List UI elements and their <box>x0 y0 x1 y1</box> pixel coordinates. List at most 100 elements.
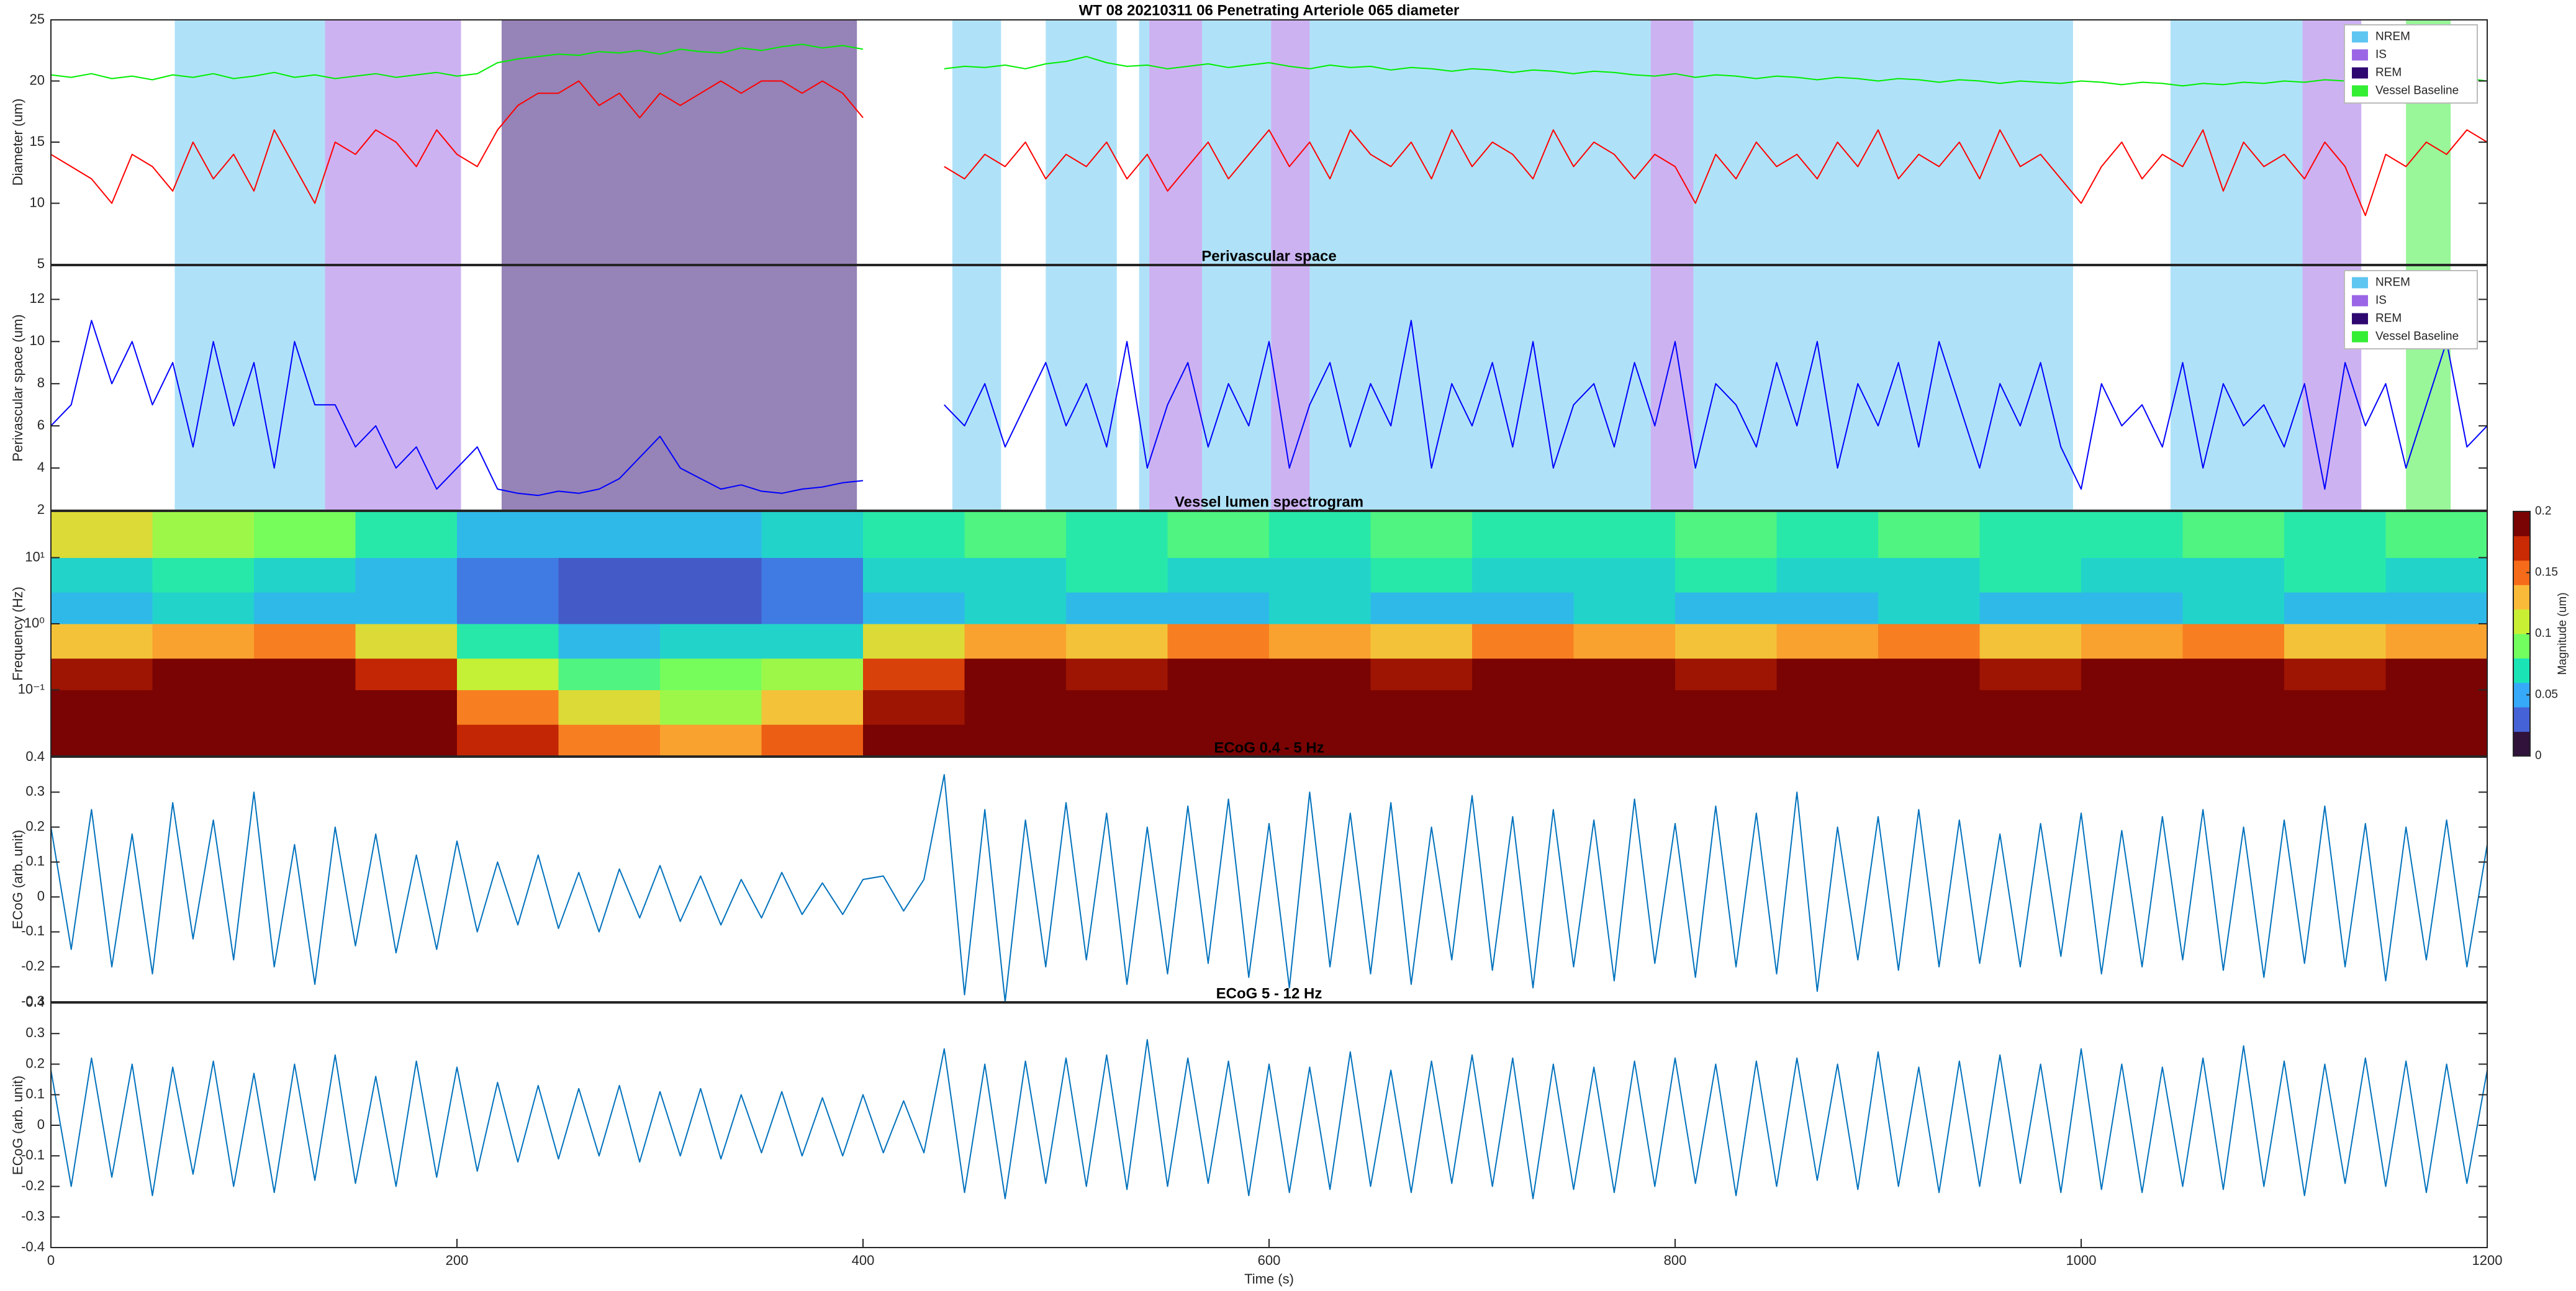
spectrogram-cell <box>761 658 864 690</box>
spectrogram-cell <box>355 557 458 593</box>
spectrogram-cell <box>1776 658 1879 690</box>
y-tick-label: 0.4 <box>25 749 45 764</box>
spectrogram-cell <box>2385 592 2488 624</box>
spectrogram-cell <box>964 511 1067 558</box>
legend-label: REM <box>2375 312 2402 325</box>
y-tick-label: -0.1 <box>21 923 45 938</box>
spectrogram-cell <box>2081 623 2183 659</box>
spectrogram-cell <box>1878 690 1980 725</box>
spectrogram-cell <box>761 592 864 624</box>
spectrogram-cell <box>355 690 458 725</box>
spectrogram-cell <box>355 623 458 659</box>
spectrogram-cell <box>660 592 762 624</box>
legend-label: IS <box>2375 294 2387 307</box>
legend-swatch <box>2352 67 2368 79</box>
spectrogram-cell <box>558 592 661 624</box>
y-tick-label: 0.3 <box>25 783 45 799</box>
spectrogram-cell <box>457 690 559 725</box>
spectrogram-cell <box>152 557 255 593</box>
legend-label: IS <box>2375 48 2387 61</box>
signal-line <box>50 774 2488 1002</box>
spectrogram-cell <box>863 658 965 690</box>
y-tick-label: 10 <box>30 194 45 210</box>
legend-swatch <box>2352 49 2368 61</box>
spectrogram-cell <box>660 724 762 757</box>
colorbar-tick-label: 0.1 <box>2535 627 2551 640</box>
spectrogram-cell <box>1675 724 1777 757</box>
spectrogram-cell <box>355 658 458 690</box>
spectrogram-cell <box>1167 592 1270 624</box>
legend-label: Vessel Baseline <box>2375 330 2459 343</box>
spectrogram-cell <box>558 658 661 690</box>
state-band <box>1693 266 2073 510</box>
state-band <box>325 266 461 510</box>
spectrogram-cell <box>1066 690 1168 725</box>
spectrogram-cell <box>457 511 559 558</box>
spectrogram-cell <box>1878 658 1980 690</box>
state-band <box>174 20 325 264</box>
y-tick-label: 0.3 <box>25 1025 45 1040</box>
spectrogram-cell <box>2182 724 2285 757</box>
spectrogram-cell <box>1472 690 1574 725</box>
signal-line <box>50 43 2488 87</box>
spectrogram-cell <box>964 557 1067 593</box>
spectrogram-cell <box>2284 511 2386 558</box>
y-tick-label: 0.4 <box>25 994 45 1010</box>
spectrogram-cell <box>457 592 559 624</box>
spectrogram-cell <box>558 690 661 725</box>
spectrogram-cell <box>1167 623 1270 659</box>
y-tick-label: -0.3 <box>21 993 45 1009</box>
colorbar-tick-label: 0.2 <box>2535 505 2551 518</box>
spectrogram-cell <box>1269 557 1371 593</box>
spectrogram-cell <box>660 511 762 558</box>
y-tick-label: -0.2 <box>21 958 45 974</box>
spectrogram-cell <box>152 724 255 757</box>
y-tick-label: 5 <box>37 256 45 271</box>
spectrogram-cell <box>863 623 965 659</box>
spectrogram-cell <box>51 623 153 659</box>
y-tick-label: 0 <box>37 1117 45 1132</box>
spectrogram-cell <box>964 690 1067 725</box>
spectrogram-cell <box>2081 724 2183 757</box>
colorbar-tick-label: 0.05 <box>2535 688 2558 701</box>
y-tick-label: 0.1 <box>25 1086 45 1102</box>
spectrogram-cell <box>558 623 661 659</box>
y-axis-label: Frequency (Hz) <box>10 587 25 681</box>
y-tick-label: -0.2 <box>21 1177 45 1193</box>
y-tick-label: 0.1 <box>25 853 45 869</box>
spectrogram-cell <box>2182 690 2285 725</box>
spectrogram-cell <box>1370 724 1473 757</box>
spectrogram-cell <box>152 690 255 725</box>
spectrogram-cell <box>1675 658 1777 690</box>
spectrogram-cell <box>964 623 1067 659</box>
spectrogram-cell <box>1776 623 1879 659</box>
spectrogram-cell <box>1573 557 1676 593</box>
y-tick-label: -0.4 <box>21 1239 45 1254</box>
spectrogram-cell <box>1472 592 1574 624</box>
spectrogram-cell <box>660 690 762 725</box>
y-tick-label: 2 <box>37 502 45 517</box>
spectrogram-cell <box>2284 623 2386 659</box>
spectrogram-cell <box>1066 511 1168 558</box>
spectrogram-cell <box>1167 557 1270 593</box>
spectrogram-cell <box>1878 592 1980 624</box>
y-tick-label: 6 <box>37 417 45 433</box>
colorbar-segment <box>2513 536 2530 561</box>
state-band <box>174 266 325 510</box>
spectrogram-cell <box>2182 623 2285 659</box>
state-band <box>1046 20 1117 264</box>
colorbar-segment <box>2513 658 2530 683</box>
spectrogram-cell <box>761 557 864 593</box>
spectrogram-cell <box>1370 690 1473 725</box>
spectrogram-cell <box>1979 658 2082 690</box>
state-band <box>1271 20 1310 264</box>
x-tick-label: 1000 <box>2066 1253 2097 1268</box>
spectrogram-cell <box>2385 724 2488 757</box>
legend-swatch <box>2352 313 2368 325</box>
spectrogram-cell <box>964 658 1067 690</box>
spectrogram-cell <box>355 724 458 757</box>
spectrogram-cell <box>254 623 356 659</box>
spectrogram-cell <box>2182 658 2285 690</box>
y-tick-label: 20 <box>30 72 45 88</box>
